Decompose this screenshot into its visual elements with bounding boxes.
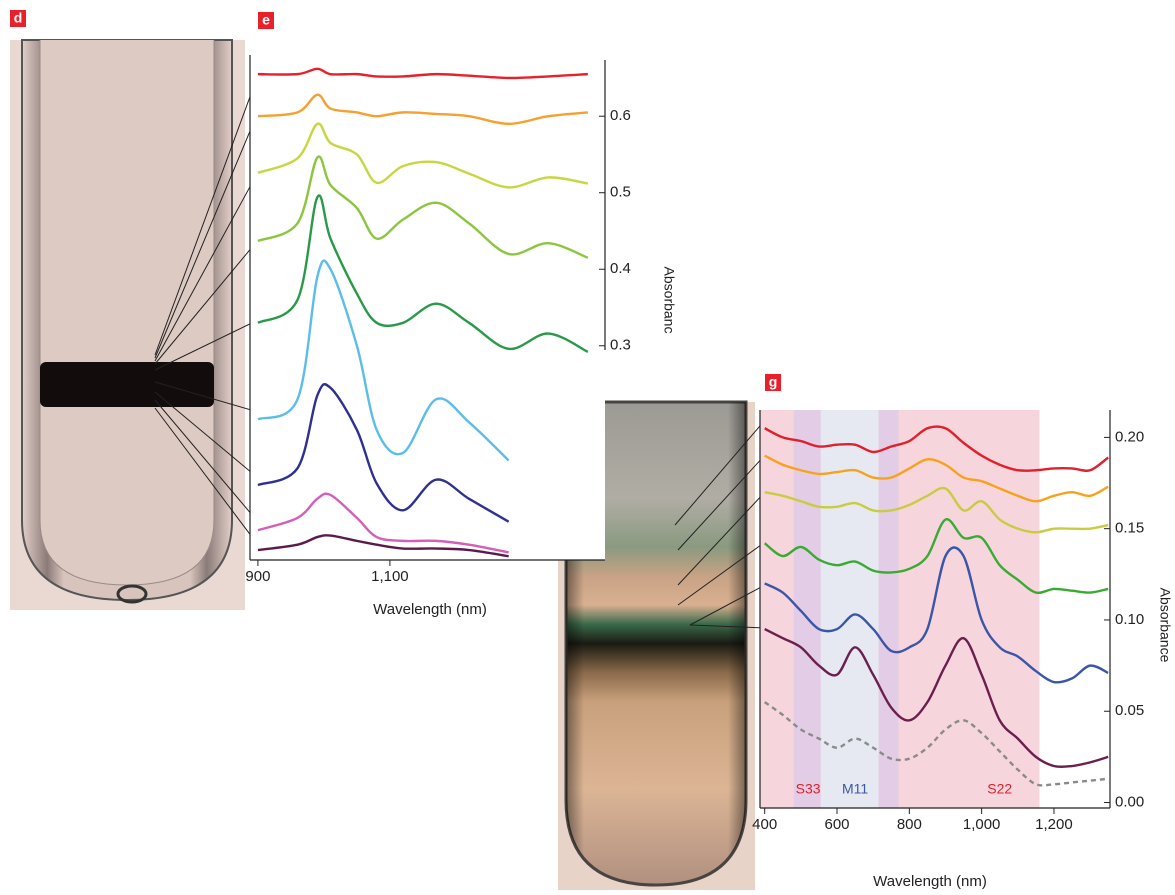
panel-label: d bbox=[14, 10, 23, 26]
y-tick-label: 0.3 bbox=[610, 337, 631, 354]
figure: d f e9001,1000.30.40.50.6Wavelength (nm)… bbox=[0, 0, 1175, 890]
y-tick-label: 0.10 bbox=[1115, 611, 1144, 628]
sample-band bbox=[40, 362, 214, 407]
y-tick-label: 0.5 bbox=[610, 184, 631, 201]
x-tick-label: 800 bbox=[897, 816, 922, 833]
spectral-band bbox=[879, 410, 899, 808]
band-label: S22 bbox=[987, 781, 1012, 797]
y-tick-label: 0.4 bbox=[610, 260, 631, 277]
panel-label: e bbox=[262, 12, 270, 28]
tube-inner bbox=[40, 40, 214, 585]
x-tick-label: 1,200 bbox=[1035, 816, 1073, 833]
x-tick-label: 1,000 bbox=[963, 816, 1001, 833]
page: d f e9001,1000.30.40.50.6Wavelength (nm)… bbox=[0, 0, 1175, 890]
band-label: S33 bbox=[796, 781, 821, 797]
y-axis-title: Absorbance bbox=[1157, 588, 1173, 663]
x-tick-label: 400 bbox=[752, 816, 777, 833]
y-tick-label: 0.20 bbox=[1115, 428, 1144, 445]
x-axis-title: Wavelength (nm) bbox=[873, 873, 987, 890]
y-tick-label: 0.00 bbox=[1115, 793, 1144, 810]
band-label: M11 bbox=[842, 781, 868, 797]
y-axis-title: Absorbanc bbox=[661, 267, 677, 334]
x-tick-label: 1,100 bbox=[371, 568, 409, 585]
panel-label: g bbox=[769, 374, 778, 390]
y-tick-label: 0.05 bbox=[1115, 702, 1144, 719]
y-tick-label: 0.6 bbox=[610, 107, 631, 124]
x-axis-title: Wavelength (nm) bbox=[373, 601, 487, 618]
x-tick-label: 600 bbox=[824, 816, 849, 833]
x-tick-label: 900 bbox=[245, 568, 270, 585]
y-tick-label: 0.15 bbox=[1115, 520, 1144, 537]
